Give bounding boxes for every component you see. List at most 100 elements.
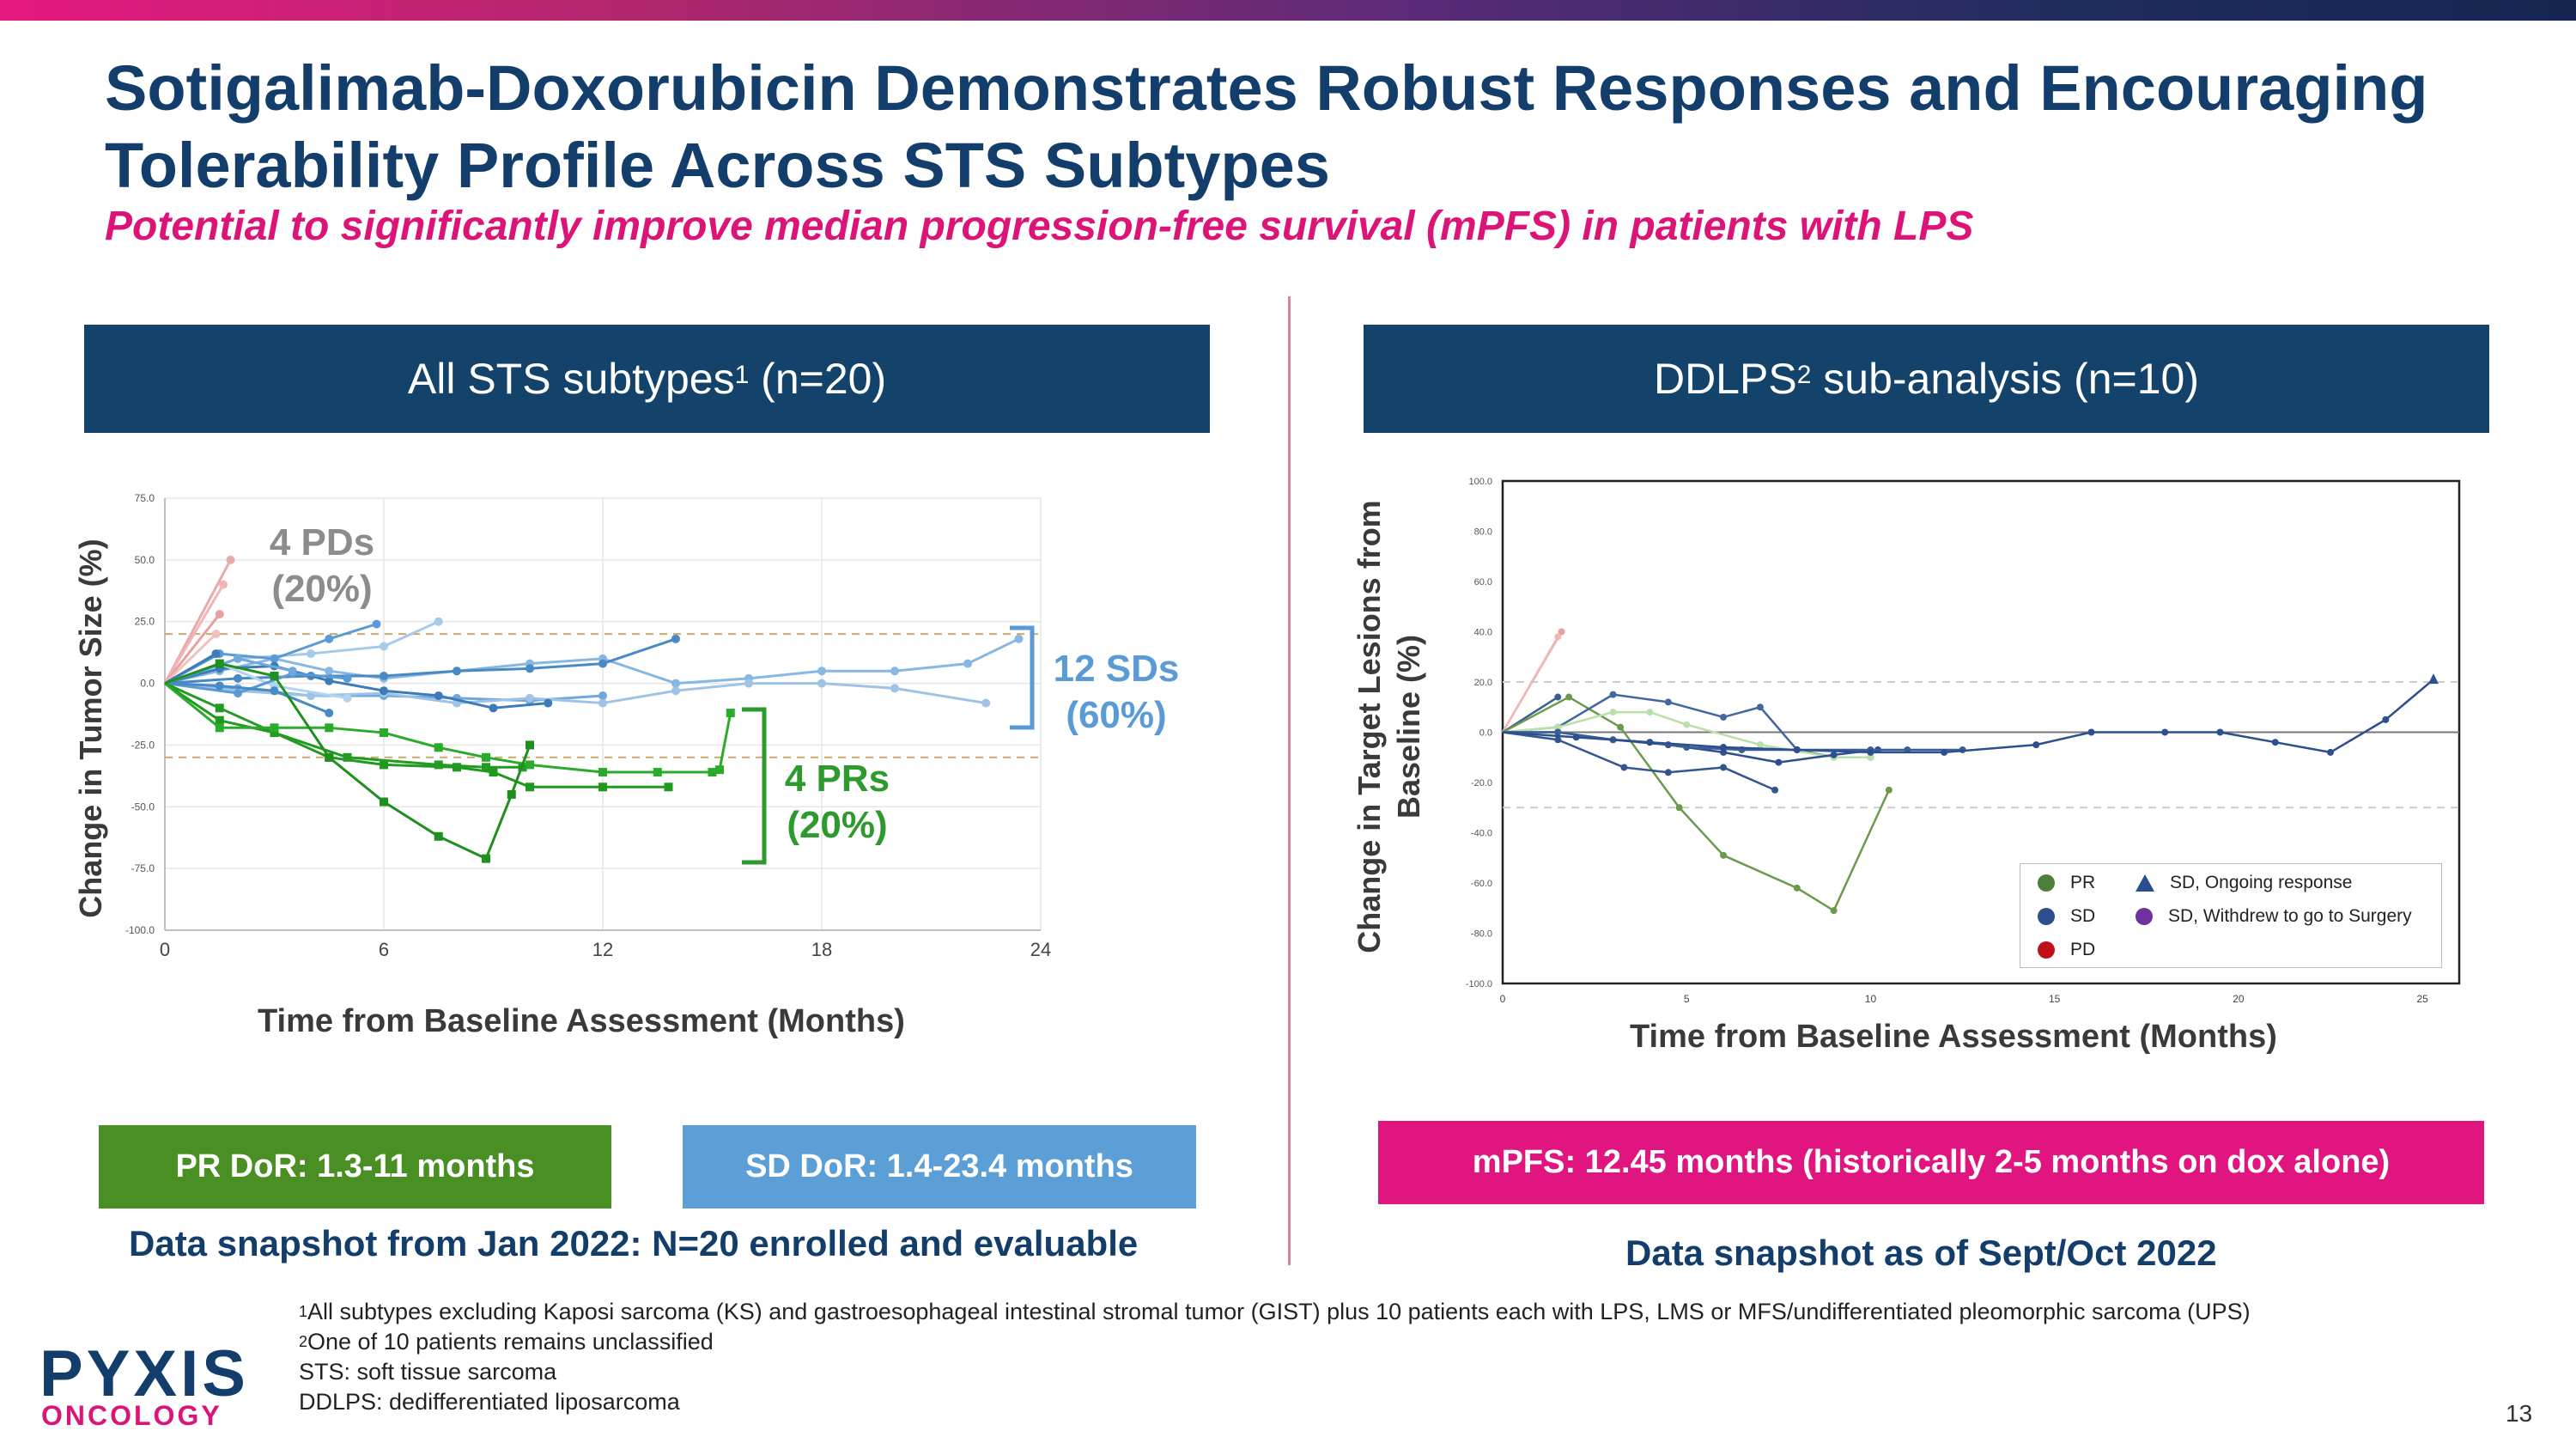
- data-point-sd: [380, 671, 388, 680]
- footnote-3: STS: soft tissue sarcoma: [299, 1359, 557, 1385]
- data-point-pr: [489, 768, 498, 777]
- data-point-pr: [1720, 851, 1728, 859]
- data-point-pr: [1830, 907, 1838, 915]
- data-point-sd: [380, 686, 388, 696]
- data-point-sd: [1720, 764, 1728, 771]
- panel-divider: [1288, 296, 1291, 1265]
- left-data-snapshot: Data snapshot from Jan 2022: N=20 enroll…: [129, 1223, 1139, 1263]
- data-point-pr: [482, 763, 490, 772]
- x-tick-label: 24: [1030, 939, 1051, 960]
- data-point-pr: [1565, 693, 1573, 701]
- data-point-pr: [215, 659, 224, 668]
- data-point-sd_ongoing: [2271, 739, 2279, 746]
- x-tick-label: 0: [1500, 993, 1506, 1005]
- sd-annotation: 12 SDs (60%): [1053, 648, 1180, 736]
- series-line-pr: [1502, 696, 1891, 912]
- y-tick-label: 0.0: [1479, 728, 1492, 739]
- data-point-pr: [270, 723, 279, 733]
- y-tick-label: 50.0: [135, 554, 155, 566]
- data-point-sd: [1609, 691, 1617, 698]
- data-point-ongoing: [2428, 673, 2439, 685]
- right-panel-header-sup: 2: [1796, 361, 1812, 389]
- y-tick-label: -75.0: [131, 862, 155, 874]
- x-tick-label: 6: [379, 939, 389, 960]
- y-tick-label: 80.0: [1474, 527, 1492, 538]
- y-tick-label: 75.0: [135, 492, 155, 504]
- data-point-sd: [270, 654, 279, 663]
- data-point-sd: [1830, 751, 1838, 758]
- data-point-pr: [598, 768, 607, 777]
- data-point-pr: [380, 797, 388, 807]
- sd-dor-pill: SD DoR: 1.4-23.4 months: [683, 1125, 1196, 1209]
- left-waterfall-chart: 75.0 50.0 25.0 0.0 -25.0 -50.0 -75.0 -100.0 0 6 12…: [125, 492, 1051, 960]
- footnote-4: DDLPS: dedifferentiated liposarcoma: [299, 1389, 680, 1415]
- data-point-sd: [890, 684, 899, 693]
- right-panel-header-tail: sub-analysis (n=10): [1811, 355, 2200, 403]
- data-point-sd_ongoing: [1941, 748, 1948, 756]
- series-line-sd: [164, 672, 348, 695]
- sd-bracket: [1010, 625, 1035, 730]
- y-tick-label: 20.0: [1474, 678, 1492, 688]
- data-point-sd: [434, 691, 443, 700]
- right-chart-legend: PR SD PD SD, Ongoing response SD, Withdr…: [2020, 863, 2442, 968]
- x-tick-label: 0: [160, 939, 170, 960]
- data-point-sd: [453, 667, 461, 676]
- data-point-pr: [343, 752, 352, 762]
- left-panel-header-main: All STS subtypes: [407, 355, 735, 403]
- y-tick-label: -25.0: [131, 739, 155, 751]
- data-point-pr: [708, 768, 717, 777]
- data-point-pr: [1793, 884, 1801, 892]
- series-line-sd: [1503, 731, 1963, 752]
- logo-subtext: ONCOLOGY: [41, 1400, 222, 1431]
- y-tick-label: 40.0: [1474, 628, 1492, 638]
- data-point-pd: [226, 555, 235, 564]
- data-point-pr: [507, 789, 516, 799]
- data-point-sd: [234, 654, 242, 663]
- data-point-sd: [671, 686, 680, 696]
- data-point-pd: [219, 580, 228, 589]
- left-panel-header-sup: 1: [734, 361, 750, 389]
- data-point-sd: [544, 698, 553, 708]
- y-tick-label: -50.0: [131, 801, 155, 813]
- footnotes: 1All subtypes excluding Kaposi sarcoma (…: [299, 1297, 2251, 1417]
- data-point-sd: [671, 679, 680, 688]
- data-point-sd: [1775, 758, 1783, 766]
- series-line-sd: [164, 637, 1020, 685]
- data-point-sd: [1646, 709, 1654, 716]
- data-point-sd: [372, 619, 381, 629]
- data-point-sd_ongoing: [2382, 715, 2390, 723]
- legend-sd-ongoing: SD, Ongoing response: [2136, 873, 2352, 893]
- x-tick-label: 20: [2233, 993, 2245, 1005]
- y-tick-label: 60.0: [1474, 577, 1492, 588]
- data-point-pr: [453, 763, 461, 772]
- data-point-pr: [380, 760, 388, 770]
- data-point-sd: [234, 673, 242, 683]
- data-point-sd: [380, 642, 388, 651]
- data-point-pr: [325, 752, 334, 762]
- data-point-pd: [1558, 628, 1565, 636]
- data-point-sd: [817, 679, 826, 688]
- x-tick-label: 18: [811, 939, 832, 960]
- y-tick-label: -80.0: [1471, 929, 1492, 940]
- y-tick-label: -40.0: [1471, 829, 1492, 839]
- data-point-sd: [981, 698, 991, 708]
- x-tick-label: 25: [2416, 993, 2428, 1005]
- data-point-pd: [211, 630, 221, 639]
- data-point-sd_ongoing: [1646, 739, 1654, 746]
- series-line-sd_ongoing: [1502, 679, 2434, 754]
- data-point-pr: [325, 723, 334, 733]
- data-point-sd: [1756, 703, 1764, 711]
- data-point-sd: [288, 667, 297, 676]
- data-point-sd: [1664, 698, 1672, 706]
- top-gradient-band: [0, 0, 2576, 21]
- x-tick-label: 10: [1865, 993, 1877, 1005]
- mpfs-pill: mPFS: 12.45 months (historically 2-5 mon…: [1378, 1121, 2484, 1204]
- y-tick-label: -100.0: [1466, 979, 1492, 989]
- series-line-sd: [164, 652, 217, 685]
- x-tick-label: 15: [2049, 993, 2061, 1005]
- y-tick-label: 0.0: [140, 678, 155, 690]
- x-tick-label: 5: [1684, 993, 1690, 1005]
- series-line-sd: [1502, 710, 1871, 758]
- series-line-sd: [164, 682, 987, 705]
- data-point-sd: [890, 667, 899, 676]
